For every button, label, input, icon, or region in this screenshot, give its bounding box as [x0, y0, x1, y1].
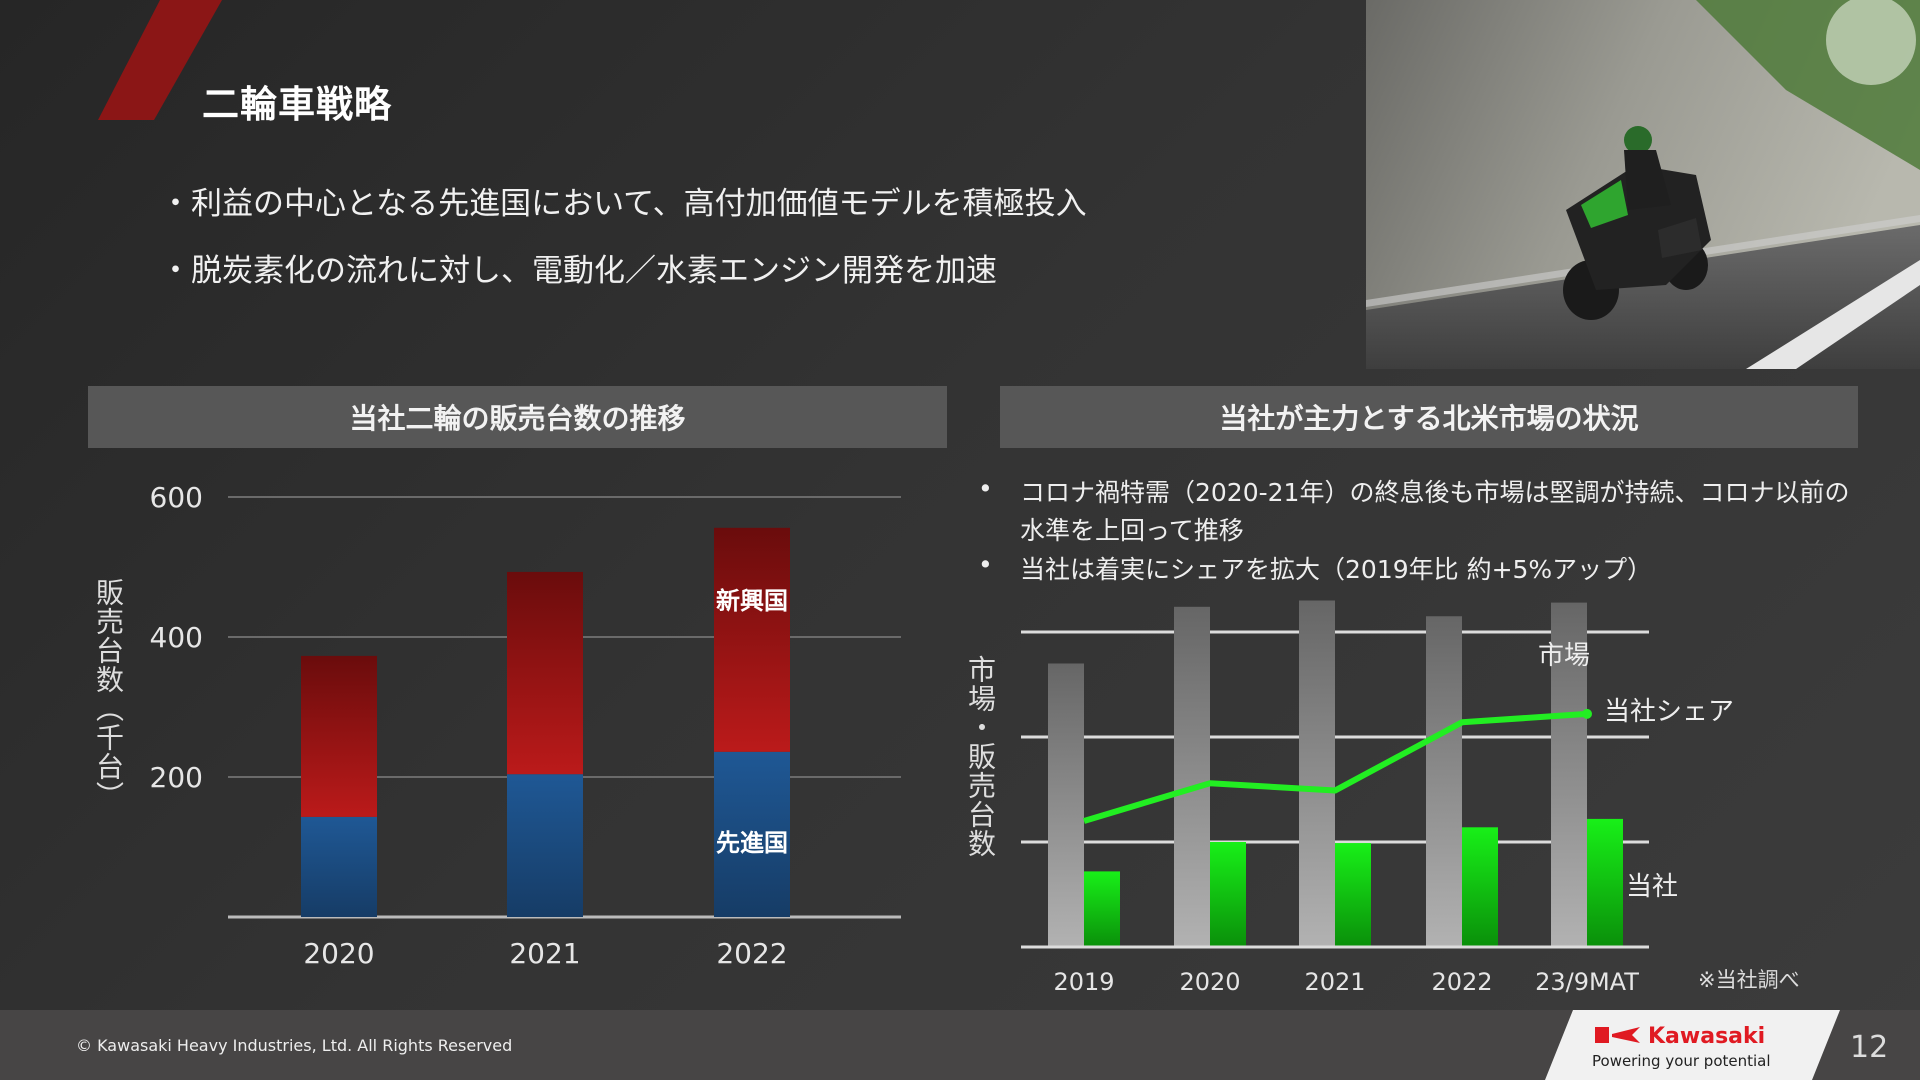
x-tick-label: 2021: [1304, 968, 1365, 996]
x-tick-label: 2019: [1053, 968, 1114, 996]
bar-company: [1335, 843, 1371, 947]
series-label-emerging: 新興国: [716, 587, 788, 615]
x-tick-label: 2022: [1431, 968, 1492, 996]
y-tick-label: 200: [150, 761, 203, 794]
strategy-bullet: ・脱炭素化の流れに対し、電動化／水素エンジン開発を加速: [160, 253, 997, 289]
page-title: 二輪車戦略: [202, 83, 392, 126]
page-number: 12: [1850, 1030, 1889, 1065]
bar-先進国: [714, 751, 790, 917]
section-header-north-america: 当社が主力とする北米市場の状況: [1000, 386, 1858, 448]
bar-company: [1210, 842, 1246, 947]
source-note: ※当社調べ: [1698, 968, 1800, 992]
x-tick-label: 2021: [509, 937, 580, 970]
x-tick-label: 2020: [1179, 968, 1240, 996]
kawasaki-logo: Kawasaki Powering your potential: [1545, 1010, 1840, 1080]
bar-market: [1426, 616, 1462, 947]
bar-先進国: [301, 816, 377, 917]
bar-market: [1048, 663, 1084, 947]
title-accent-slash: [98, 0, 222, 120]
bar-先進国: [507, 774, 583, 917]
x-tick-label: 2020: [303, 937, 374, 970]
section-header-sales: 当社二輪の販売台数の推移: [88, 386, 947, 448]
legend-company: 当社: [1626, 872, 1678, 902]
bar-company: [1587, 818, 1623, 947]
market-bullet-text: コロナ禍特需（2020-21年）の終息後も市場は堅調が持続、コロナ以前の水準を上…: [1020, 478, 1850, 545]
x-tick-label: 23/9MAT: [1535, 968, 1639, 996]
bar-company: [1084, 871, 1120, 947]
legend-share: 当社シェア: [1604, 697, 1734, 727]
bar-新興国: [714, 527, 790, 752]
market-bullet: • コロナ禍特需（2020-21年）の終息後も市場は堅調が持続、コロナ以前の水準…: [978, 474, 1878, 550]
share-bullet-text: 当社は着実にシェアを拡大（2019年比 約+5%アップ）: [1020, 555, 1653, 584]
right-chart-ylabel: 市場・販売台数: [964, 655, 997, 858]
bar-market: [1551, 602, 1587, 947]
bar-market: [1299, 600, 1335, 947]
logo-wordmark: Kawasaki: [1648, 1024, 1765, 1049]
bar-新興国: [301, 655, 377, 817]
bar-company: [1462, 827, 1498, 947]
share-bullet: • 当社は着実にシェアを拡大（2019年比 約+5%アップ）: [978, 550, 1878, 586]
logo-tagline: Powering your potential: [1592, 1052, 1771, 1070]
share-line: [1083, 710, 1588, 824]
strategy-bullet: ・利益の中心となる先進国において、高付加価値モデルを積極投入: [160, 186, 1087, 222]
copyright-text: © Kawasaki Heavy Industries, Ltd. All Ri…: [76, 1036, 513, 1055]
motorcycle-photo: [1366, 0, 1920, 369]
y-tick-label: 600: [150, 481, 203, 514]
bar-新興国: [507, 571, 583, 775]
y-tick-label: 400: [150, 621, 203, 654]
series-label-advanced: 先進国: [716, 829, 788, 857]
x-tick-label: 2022: [716, 937, 787, 970]
left-chart-ylabel: 販売台数（千台）: [92, 578, 125, 810]
bullet-dot: •: [978, 474, 993, 503]
share-point: [1582, 708, 1592, 719]
legend-market: 市場: [1538, 641, 1590, 671]
bullet-dot: •: [978, 550, 993, 579]
bar-market: [1174, 606, 1210, 947]
